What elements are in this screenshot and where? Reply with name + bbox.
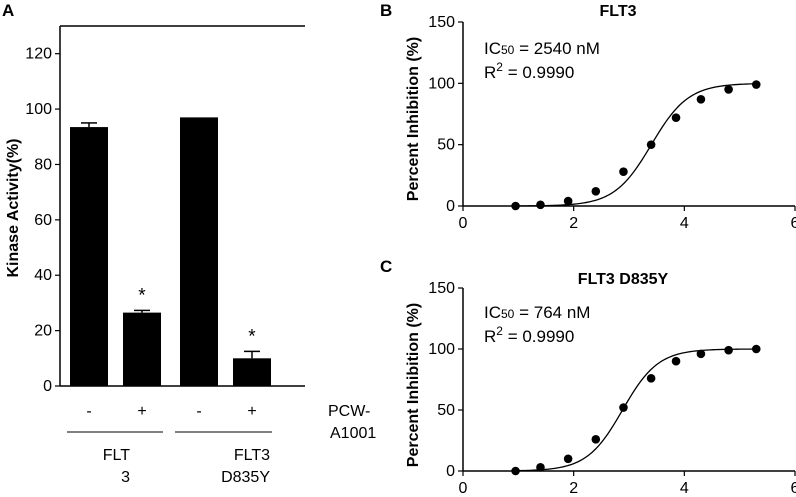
y-tick-label: 120 (25, 46, 52, 63)
significance-marker: * (248, 326, 256, 347)
y-tick-label: 0 (446, 463, 455, 480)
r-squared-annotation: R2 = 0.9990 (484, 60, 574, 82)
x-tick-label: 2 (569, 215, 578, 232)
data-point (724, 85, 733, 94)
data-point (619, 403, 628, 412)
data-point (511, 466, 520, 476)
panel-letter-a: A (2, 1, 14, 20)
data-point (619, 167, 628, 176)
y-tick-label: 150 (428, 14, 455, 31)
group-label-line2: 3 (121, 469, 130, 486)
y-tick-label: 20 (34, 323, 52, 340)
group-label-line1: FLT3 (234, 447, 270, 464)
y-tick-label: 150 (428, 280, 455, 297)
r-squared-annotation: R2 = 0.9990 (484, 324, 574, 346)
y-tick-label: 0 (43, 378, 52, 395)
y-tick-label: 100 (428, 341, 455, 358)
data-point (646, 373, 656, 383)
treatment-sign: + (247, 403, 256, 420)
data-point (536, 463, 545, 472)
data-point (696, 349, 706, 359)
data-point (751, 344, 761, 354)
data-point (511, 201, 520, 211)
x-tick-label: 0 (459, 480, 468, 497)
treatment-label-line1: PCW- (328, 403, 370, 420)
dose-response-chart-flt3: FLT3 Percent Inhibition (%) IC50 = 2540 … (405, 3, 796, 232)
x-tick-label: 4 (680, 215, 689, 232)
ic50-annotation: IC50 = 2540 nM (484, 39, 600, 58)
data-point (563, 454, 573, 464)
treatment-sign: - (196, 403, 201, 420)
x-tick-label: 6 (791, 480, 796, 497)
panel-letter-b: B (380, 1, 392, 20)
bar-chart-kinase-activity: Kinase Activity(%) PCW- A1001 0 20 40 60 80 1… (5, 25, 376, 486)
bar (123, 312, 161, 386)
treatment-sign: - (86, 403, 91, 420)
chart-title: FLT3 D835Y (578, 271, 669, 288)
y-axis-title: Percent Inhibition (%) (405, 37, 422, 201)
fit-curve (515, 83, 757, 207)
panel-letter-c: C (380, 257, 392, 276)
y-axis-title: Percent Inhibition (%) (405, 303, 422, 467)
y-tick-label: 80 (34, 156, 52, 173)
y-tick-label: 50 (437, 402, 455, 419)
y-tick-label: 60 (34, 212, 52, 229)
x-tick-label: 2 (569, 480, 578, 497)
bar (70, 127, 108, 387)
y-tick-label: 50 (437, 137, 455, 154)
y-tick-label: 100 (25, 101, 52, 118)
data-point (724, 345, 733, 355)
fit-curve (515, 348, 757, 472)
ic50-annotation: IC50 = 764 nM (484, 303, 590, 322)
data-point (696, 94, 706, 104)
data-point (591, 434, 601, 444)
data-point (646, 140, 656, 149)
bar (180, 117, 218, 386)
data-point (591, 186, 601, 196)
y-tick-label: 100 (428, 75, 455, 92)
group-label-line2: D835Y (221, 469, 270, 486)
y-tick-label: 40 (34, 267, 52, 284)
data-point (751, 80, 761, 89)
y-tick-label: 0 (446, 198, 455, 215)
x-tick-label: 0 (459, 215, 468, 232)
chart-title: FLT3 (599, 3, 636, 20)
bar (233, 358, 271, 386)
data-point (536, 200, 545, 210)
group-label-line1: FLT (103, 447, 130, 464)
data-point (563, 196, 573, 206)
x-tick-label: 4 (680, 480, 689, 497)
y-axis-title: Kinase Activity(%) (5, 139, 22, 278)
treatment-label-line2: A1001 (330, 425, 376, 442)
treatment-sign: + (137, 403, 146, 420)
x-tick-label: 6 (791, 215, 796, 232)
data-point (671, 356, 681, 366)
significance-marker: * (138, 285, 146, 306)
dose-response-chart-flt3-d835y: FLT3 D835Y Percent Inhibition (%) IC50 =… (405, 271, 796, 497)
data-point (671, 113, 681, 122)
